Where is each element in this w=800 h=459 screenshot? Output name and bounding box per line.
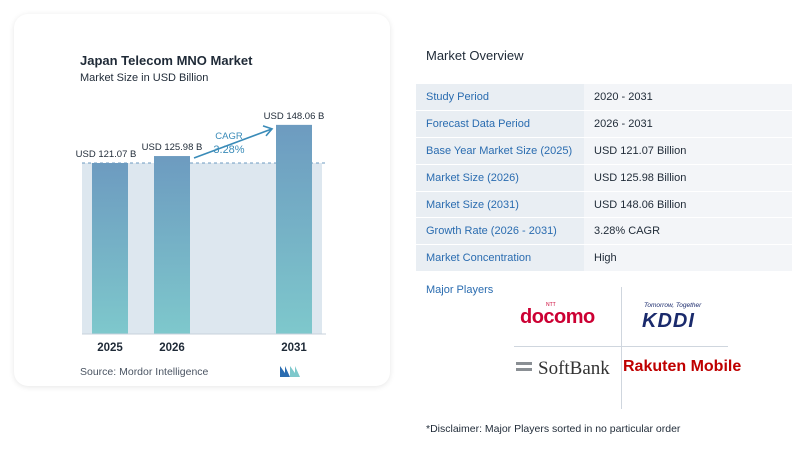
players-divider-horizontal <box>514 346 728 347</box>
bar-2026 <box>154 156 190 334</box>
overview-row-value: 2026 - 2031 <box>584 110 792 139</box>
bar-value-label: USD 121.07 B <box>76 149 137 160</box>
overview-row-label: Growth Rate (2026 - 2031) <box>416 217 584 246</box>
overview-row-value: 2020 - 2031 <box>584 84 792 112</box>
source-text: Source: Mordor Intelligence <box>80 366 209 378</box>
x-tick-label: 2031 <box>281 342 307 354</box>
overview-row-label: Study Period <box>416 84 584 112</box>
bar-chart: USD 121.07 B 2025 USD 125.98 B 2026 USD 148.… <box>76 111 326 354</box>
softbank-logo: SoftBank <box>538 358 610 379</box>
bar-2025 <box>92 162 128 334</box>
overview-row-label: Base Year Market Size (2025) <box>416 137 584 165</box>
docomo-logo: docomo <box>520 306 595 328</box>
overview-row-label: Market Size (2031) <box>416 191 584 219</box>
mordor-logo-icon <box>280 366 300 377</box>
overview-row: Forecast Data Period 2026 - 2031 <box>416 110 792 139</box>
overview-row: Market Size (2026) USD 125.98 Billion <box>416 164 792 192</box>
ntt-label: NTT <box>546 302 556 308</box>
overview-row-label: Market Size (2026) <box>416 164 584 192</box>
x-tick-label: 2025 <box>97 342 123 354</box>
cagr-arrow <box>193 128 273 159</box>
players-divider-vertical <box>621 287 622 409</box>
overview-row-label: Market Concentration <box>416 244 584 273</box>
softbank-mark-icon <box>516 362 532 376</box>
overview-row: Base Year Market Size (2025) USD 121.07 B… <box>416 137 792 165</box>
bar-value-label: USD 148.06 B <box>264 111 325 122</box>
bar-2031 <box>276 124 312 334</box>
cagr-value: 3.28% <box>213 144 244 156</box>
overview-row: Study Period 2020 - 2031 <box>416 84 792 112</box>
x-tick-label: 2026 <box>159 342 185 354</box>
chart-subtitle: Market Size in USD Billion <box>80 72 209 84</box>
cagr-label: CAGR <box>215 131 243 142</box>
rakuten-mobile-logo: Rakuten Mobile <box>623 358 742 375</box>
kddi-tagline: Tomorrow, Together <box>644 302 702 309</box>
disclaimer-text: *Disclaimer: Major Players sorted in no … <box>426 423 681 435</box>
overview-row-value: USD 148.06 Billion <box>584 191 792 219</box>
overview-row: Growth Rate (2026 - 2031) 3.28% CAGR <box>416 217 792 246</box>
bar-value-label: USD 125.98 B <box>142 142 203 153</box>
overview-row-value: 3.28% CAGR <box>584 217 792 246</box>
overview-title: Market Overview <box>426 48 524 63</box>
overview-row-value: USD 121.07 Billion <box>584 137 792 165</box>
overview-row-value: USD 125.98 Billion <box>584 164 792 192</box>
overview-row: Market Size (2031) USD 148.06 Billion <box>416 191 792 219</box>
overview-row: Market Concentration High <box>416 244 792 273</box>
overview-table: Study Period 2020 - 2031 Forecast Data Per… <box>416 84 792 273</box>
major-players-title: Major Players <box>426 284 494 296</box>
chart-title: Japan Telecom MNO Market <box>80 53 253 68</box>
kddi-logo: KDDI <box>642 310 695 332</box>
overview-row-label: Forecast Data Period <box>416 110 584 139</box>
overview-row-value: High <box>584 244 792 273</box>
cagr-arrowhead <box>262 125 274 137</box>
